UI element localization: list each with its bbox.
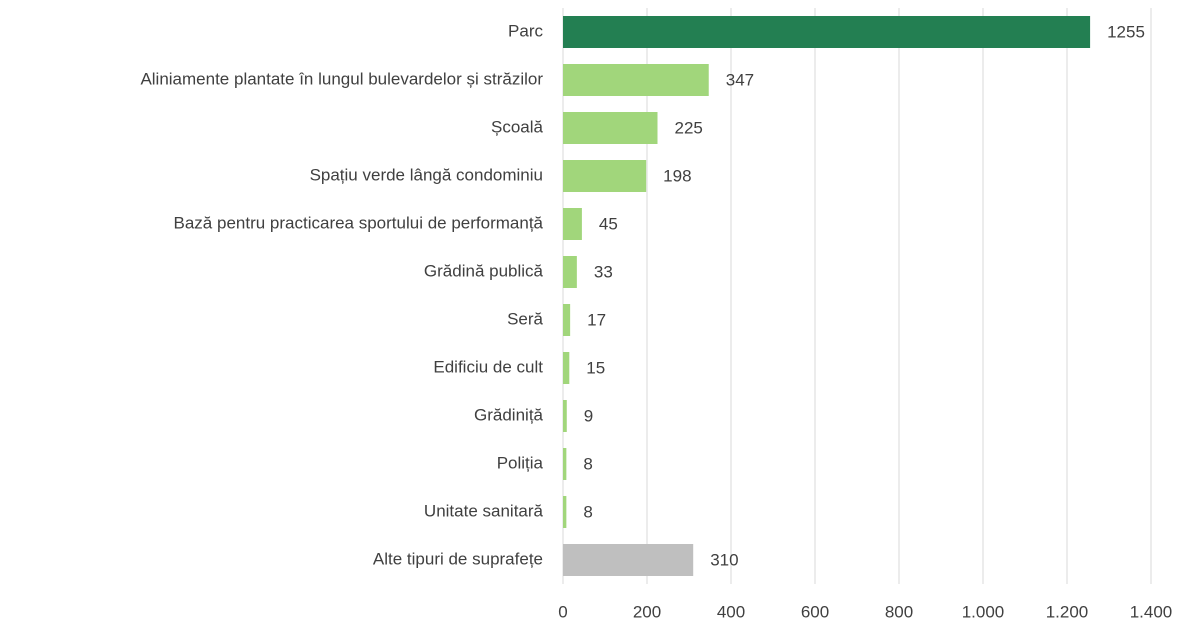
x-tick-label: 800: [885, 602, 913, 621]
data-label: 8: [583, 454, 592, 473]
y-tick-label: Școală: [491, 117, 544, 136]
bar: [563, 304, 571, 336]
y-tick-label: Aliniamente plantate în lungul bulevarde…: [140, 69, 543, 88]
x-tick-label: 600: [801, 602, 829, 621]
y-tick-label: Bază pentru practicarea sportului de per…: [174, 213, 544, 232]
x-tick-label: 1.000: [962, 602, 1005, 621]
x-tick-label: 1.200: [1046, 602, 1089, 621]
bar: [563, 16, 1091, 48]
y-tick-label: Poliția: [497, 453, 544, 472]
y-tick-label: Alte tipuri de suprafețe: [373, 549, 543, 568]
data-label: 17: [587, 310, 606, 329]
bar: [563, 544, 694, 576]
x-tick-label: 0: [558, 602, 567, 621]
bar: [563, 448, 567, 480]
data-label: 8: [583, 502, 592, 521]
data-label: 45: [599, 214, 618, 233]
data-label: 15: [586, 358, 605, 377]
bar: [563, 208, 582, 240]
y-tick-label: Parc: [508, 21, 543, 40]
data-label: 9: [584, 406, 593, 425]
x-tick-label: 1.400: [1130, 602, 1173, 621]
x-tick-label: 200: [633, 602, 661, 621]
bar: [563, 112, 658, 144]
data-label: 225: [675, 118, 703, 137]
bar: [563, 496, 567, 528]
y-tick-label: Edificiu de cult: [433, 357, 543, 376]
data-label: 198: [663, 166, 691, 185]
data-label: 33: [594, 262, 613, 281]
y-tick-label: Spațiu verde lângă condominiu: [310, 165, 543, 184]
bar: [563, 64, 709, 96]
y-tick-label: Seră: [507, 309, 543, 328]
data-label: 347: [726, 70, 754, 89]
bar: [563, 256, 577, 288]
data-label: 310: [710, 550, 738, 569]
y-tick-label: Grădină publică: [424, 261, 544, 280]
bar: [563, 400, 567, 432]
x-tick-label: 400: [717, 602, 745, 621]
y-tick-label: Grădiniță: [474, 405, 544, 424]
bar: [563, 352, 570, 384]
bar: [563, 160, 647, 192]
data-label: 1255: [1107, 22, 1145, 41]
y-tick-label: Unitate sanitară: [424, 501, 544, 520]
